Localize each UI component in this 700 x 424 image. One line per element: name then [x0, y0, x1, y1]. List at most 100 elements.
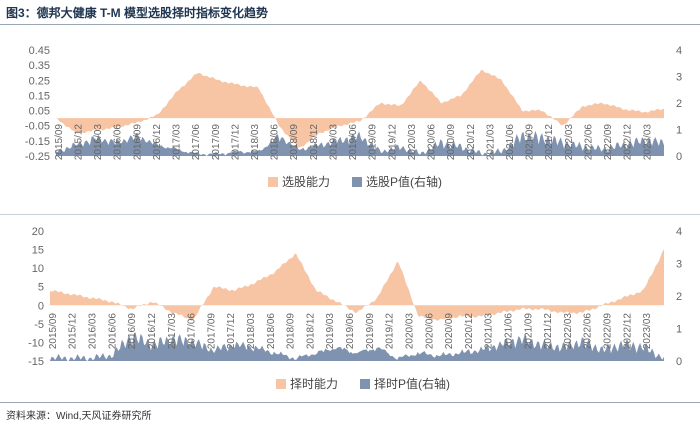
x-tick-label: 2023/03 [642, 124, 653, 161]
x-tick-label: 2020/03 [407, 124, 418, 161]
y-tick-label: 0 [38, 300, 44, 312]
y2-tick-label: 0 [676, 356, 682, 368]
x-tick-label: 2019/12 [387, 124, 398, 161]
source-note: 资料来源：Wind,天风证券研究所 [6, 411, 152, 422]
x-tick-label: 2019/12 [385, 313, 396, 350]
x-tick-label: 2021/03 [485, 124, 496, 161]
x-tick-label: 2022/09 [603, 313, 614, 350]
legend-label: 选股P值(右轴) [366, 174, 442, 189]
y2-tick-label: 2 [676, 291, 682, 303]
y-tick-label: 0.25 [29, 75, 50, 87]
x-tick-label: 2017/12 [226, 313, 237, 350]
series-area-timing-ability [50, 249, 664, 321]
y2-tick-label: 1 [676, 324, 682, 336]
x-tick-label: 2020/09 [444, 313, 455, 350]
x-tick-label: 2021/12 [544, 124, 555, 161]
x-tick-label: 2021/09 [523, 313, 534, 350]
x-tick-label: 2022/12 [623, 124, 634, 161]
source-divider [0, 402, 700, 403]
x-tick-label: 2016/06 [113, 124, 124, 161]
x-tick-label: 2017/12 [230, 124, 241, 161]
x-tick-label: 2016/06 [107, 313, 118, 350]
x-tick-label: 2020/06 [424, 313, 435, 350]
x-tick-label: 2015/09 [48, 313, 59, 350]
y2-tick-label: 4 [676, 226, 682, 238]
x-tick-label: 2016/03 [88, 313, 99, 350]
chart-panel-top: 0.45 0.35 0.25 0.15 0.05 -0.05 -0.15 -0.25 4 3 2 1 0… [0, 34, 700, 210]
x-tick-label: 2016/09 [127, 313, 138, 350]
series-area-stock-pvalue [56, 130, 664, 156]
y2-tick-label: 3 [676, 72, 682, 84]
x-tick-label: 2021/06 [503, 313, 514, 350]
y-tick-label: -0.05 [25, 121, 50, 133]
x-tick-label: 2020/12 [466, 124, 477, 161]
x-tick-label: 2021/06 [505, 124, 516, 161]
x-tick-label: 2021/12 [543, 313, 554, 350]
y-tick-label: 10 [32, 263, 44, 275]
y2-tick-label: 2 [676, 98, 682, 110]
x-tick-label: 2016/09 [132, 124, 143, 161]
x-tick-label: 2015/12 [68, 313, 79, 350]
y-tick-label: 0.45 [29, 45, 50, 57]
x-tick-label: 2019/03 [325, 313, 336, 350]
x-tick-label: 2018/06 [270, 124, 281, 161]
x-tick-label: 2015/12 [73, 124, 84, 161]
x-tick-label: 2018/12 [309, 124, 320, 161]
y2-tick-label: 4 [676, 45, 682, 57]
y-tick-label: 0.35 [29, 60, 50, 72]
y-tick-label: -5 [34, 319, 44, 331]
x-tick-label: 2020/09 [446, 124, 457, 161]
x-tick-label: 2016/03 [93, 124, 104, 161]
legend: 择时能力 择时P值(右轴) [276, 376, 450, 391]
x-tick-label: 2022/06 [583, 124, 594, 161]
x-tick-label: 2022/03 [563, 313, 574, 350]
legend-swatch [352, 177, 362, 187]
x-tick-label: 2019/09 [368, 124, 379, 161]
legend-swatch [360, 379, 370, 389]
legend-label: 选股能力 [282, 175, 330, 189]
y-tick-label: 0.05 [29, 106, 50, 118]
x-tick-label: 2017/03 [172, 124, 183, 161]
x-tick-label: 2018/12 [305, 313, 316, 350]
legend-label: 择时能力 [290, 377, 338, 391]
legend: 选股能力 选股P值(右轴) [268, 174, 442, 189]
x-tick-label: 2017/06 [187, 313, 198, 350]
y-tick-label: -0.25 [25, 151, 50, 163]
x-tick-label: 2023/03 [642, 313, 653, 350]
series-area-stock-ability [56, 70, 664, 148]
x-tick-label: 2022/06 [583, 313, 594, 350]
x-tick-label: 2018/03 [250, 124, 261, 161]
x-tick-label: 2019/09 [365, 313, 376, 350]
y-tick-label: 15 [32, 245, 44, 257]
x-tick-label: 2019/03 [328, 124, 339, 161]
x-tick-label: 2016/12 [147, 313, 158, 350]
legend-swatch [268, 177, 278, 187]
title-divider [0, 24, 700, 25]
x-tick-label: 2015/09 [54, 124, 65, 161]
x-tick-label: 2020/12 [464, 313, 475, 350]
x-tick-label: 2020/06 [427, 124, 438, 161]
y2-tick-label: 0 [676, 151, 682, 163]
x-tick-label: 2018/09 [286, 313, 297, 350]
x-tick-label: 2016/12 [152, 124, 163, 161]
y-tick-label: 0.15 [29, 90, 50, 102]
y-tick-label: -0.15 [25, 136, 50, 148]
x-tick-label: 2020/03 [404, 313, 415, 350]
figure-title: 图3：德邦大健康 T-M 模型选股择时指标变化趋势 [6, 6, 269, 20]
x-tick-label: 2017/03 [167, 313, 178, 350]
x-tick-label: 2018/06 [266, 313, 277, 350]
y2-tick-label: 3 [676, 259, 682, 271]
y-tick-label: 5 [38, 282, 44, 294]
stock-selection-chart: 0.45 0.35 0.25 0.15 0.05 -0.05 -0.15 -0.25 4 3 2 1 0… [25, 45, 682, 189]
y2-tick-label: 1 [676, 125, 682, 137]
chart-panel-bottom: 20 15 10 5 0 -5 -10 -15 4 3 2 1 0 2015/09 2015/12 2016/… [0, 214, 700, 401]
x-tick-label: 2017/09 [211, 124, 222, 161]
x-tick-label: 2019/06 [348, 124, 359, 161]
x-tick-label: 2017/09 [206, 313, 217, 350]
legend-swatch [276, 379, 286, 389]
y-tick-label: -15 [28, 356, 44, 368]
x-tick-label: 2017/06 [191, 124, 202, 161]
x-tick-label: 2022/12 [622, 313, 633, 350]
x-tick-label: 2018/03 [246, 313, 257, 350]
